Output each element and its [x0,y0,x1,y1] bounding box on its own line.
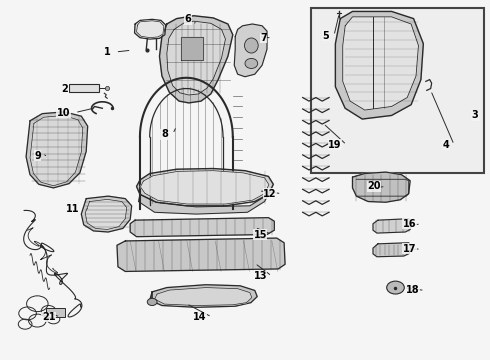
Polygon shape [30,116,83,186]
Polygon shape [26,112,88,188]
Polygon shape [85,199,127,229]
Bar [311,8,485,173]
Polygon shape [167,21,225,95]
Circle shape [147,298,157,306]
Polygon shape [130,218,274,237]
FancyBboxPatch shape [46,308,65,317]
Circle shape [387,281,404,294]
Text: 13: 13 [253,271,267,281]
Polygon shape [343,17,418,110]
Polygon shape [117,238,285,271]
Text: 17: 17 [402,244,416,254]
Ellipse shape [245,38,258,53]
Polygon shape [150,285,257,307]
Ellipse shape [245,58,258,68]
Text: 20: 20 [368,181,381,192]
Text: 18: 18 [406,285,420,296]
Text: 1: 1 [104,47,111,57]
Polygon shape [373,243,411,257]
Polygon shape [81,196,132,232]
Text: 10: 10 [56,108,70,118]
Text: 9: 9 [34,150,41,161]
Text: 19: 19 [328,140,342,150]
Polygon shape [159,16,233,103]
Text: 5: 5 [322,31,329,41]
Text: 11: 11 [66,204,80,215]
Text: 4: 4 [442,140,449,150]
Polygon shape [137,21,164,38]
Polygon shape [335,12,423,119]
Polygon shape [352,172,410,202]
Polygon shape [139,194,269,214]
Text: 3: 3 [472,111,479,121]
Text: 12: 12 [263,189,277,199]
Text: 14: 14 [194,312,207,322]
Polygon shape [155,288,252,306]
Polygon shape [141,171,269,204]
Polygon shape [373,219,412,233]
Text: 6: 6 [185,14,191,24]
Text: 8: 8 [161,129,168,139]
Text: 15: 15 [253,230,267,239]
Polygon shape [234,24,267,77]
Polygon shape [181,37,203,60]
Text: 2: 2 [61,84,68,94]
Polygon shape [135,19,166,39]
FancyBboxPatch shape [69,84,99,92]
Text: 7: 7 [260,33,267,43]
Text: 21: 21 [42,312,55,322]
Polygon shape [137,168,273,206]
Text: 16: 16 [402,219,416,229]
